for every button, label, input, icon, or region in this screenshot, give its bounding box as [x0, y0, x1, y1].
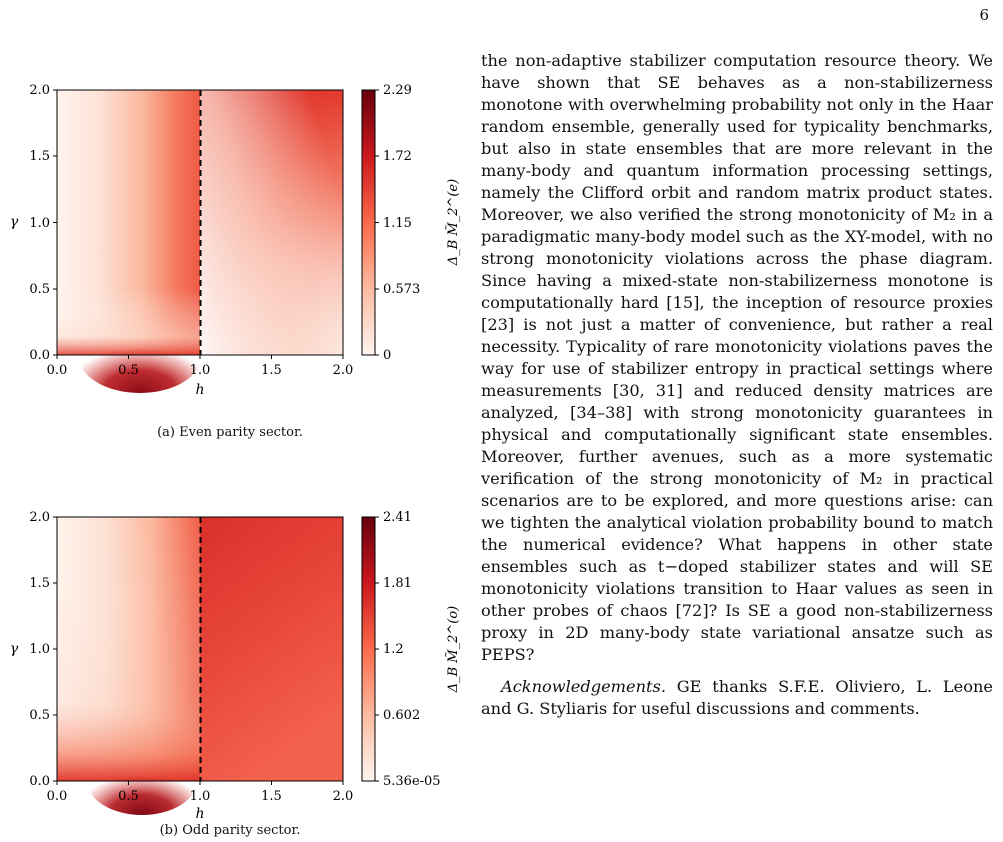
acknowledgements-title: Acknowledgements.	[501, 677, 666, 696]
y-tick-label: 0.0	[29, 774, 50, 789]
colorbar-label: Δ_B M̃_2^(o)	[445, 606, 461, 694]
y-tick-label: 0.5	[29, 708, 50, 723]
acknowledgements-text: GE thanks S.F.E. Oliviero, L. Leone and …	[481, 677, 993, 718]
colorbar-ticks	[375, 516, 379, 782]
y-axis-label: γ	[10, 641, 19, 657]
colorbar	[361, 516, 376, 782]
colorbar-tick-label: 1.15	[383, 216, 412, 231]
heatmap-left-bottom-shade	[57, 90, 200, 355]
x-axis-label: h	[195, 806, 204, 822]
x-tick-label: 1.0	[190, 789, 211, 804]
y-tick-label: 0.0	[29, 348, 50, 363]
x-tick-label: 0.0	[47, 789, 68, 804]
y-tick-label: 0.5	[29, 282, 50, 297]
colorbar-tick-label: 2.41	[383, 510, 412, 525]
x-tick-label: 2.0	[333, 789, 354, 804]
x-axis-label: h	[195, 382, 204, 398]
x-axis-ticks	[56, 781, 344, 785]
colorbar-tick-label: 1.81	[383, 576, 412, 591]
x-tick-label: 0.0	[47, 363, 68, 378]
y-axis-ticks	[53, 516, 57, 782]
y-axis-ticks	[53, 89, 57, 356]
colorbar-label: Δ_B M̃_2^(e)	[445, 179, 461, 266]
figure-caption-b: (b) Odd parity sector.	[159, 823, 301, 838]
colorbar	[361, 89, 376, 356]
y-tick-label: 1.5	[29, 149, 50, 164]
page-number: 6	[979, 6, 989, 24]
colorbar-tick-label: 0.602	[383, 708, 420, 723]
x-tick-label: 0.5	[118, 363, 139, 378]
y-tick-label: 2.0	[29, 510, 50, 525]
x-tick-label: 1.5	[261, 789, 282, 804]
heatmap-right-bottom-fade	[200, 90, 343, 355]
figure-caption-a: (a) Even parity sector.	[157, 425, 303, 440]
colorbar-tick-label: 1.72	[383, 149, 412, 164]
figure-panels: 0.0 0.5 1.0 1.5 2.0 2.0 1.5 1.0 0.5 0.0 …	[10, 83, 461, 822]
y-tick-label: 2.0	[29, 83, 50, 98]
body-text: the non-adaptive stabilizer computation …	[481, 50, 993, 720]
heatmap-left-bottom-shade	[57, 517, 200, 781]
y-tick-label: 1.5	[29, 576, 50, 591]
colorbar-tick-label: 0.573	[383, 282, 420, 297]
colorbar-tick-label: 5.36e-05	[383, 774, 441, 789]
x-tick-label: 0.5	[118, 789, 139, 804]
colorbar-ticks	[375, 89, 379, 356]
acknowledgements: Acknowledgements. GE thanks S.F.E. Olivi…	[481, 676, 993, 720]
paragraph: the non-adaptive stabilizer computation …	[481, 51, 993, 664]
heatmap-panel-even: 0.0 0.5 1.0 1.5 2.0 2.0 1.5 1.0 0.5 0.0 …	[10, 83, 461, 398]
x-tick-label: 1.0	[190, 363, 211, 378]
heatmap-panel-odd: 0.0 0.5 1.0 1.5 2.0 2.0 1.5 1.0 0.5 0.0 …	[10, 510, 461, 822]
x-tick-label: 2.0	[333, 363, 354, 378]
x-tick-label: 1.5	[261, 363, 282, 378]
heatmap-right-region	[200, 517, 343, 781]
x-axis-ticks	[56, 355, 344, 359]
y-tick-label: 1.0	[29, 216, 50, 231]
y-tick-label: 1.0	[29, 642, 50, 657]
colorbar-tick-label: 0	[383, 348, 391, 363]
colorbar-tick-label: 2.29	[383, 83, 412, 98]
y-axis-label: γ	[10, 214, 19, 230]
colorbar-tick-label: 1.2	[383, 642, 404, 657]
